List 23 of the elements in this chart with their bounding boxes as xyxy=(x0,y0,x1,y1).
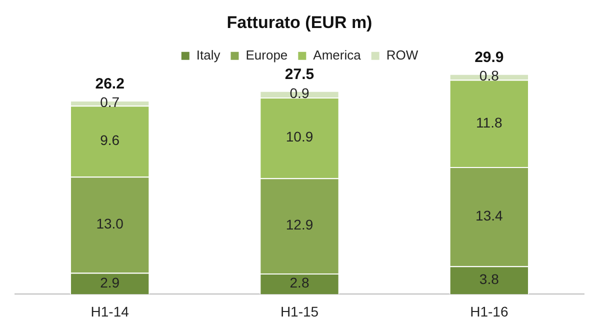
data-label: 13.0 xyxy=(96,216,124,232)
x-tick-label: H1-16 xyxy=(470,303,508,320)
data-label: 0.7 xyxy=(100,94,120,110)
x-tick-label: H1-14 xyxy=(90,303,130,320)
x-tick-label: H1-15 xyxy=(280,303,319,320)
total-label: 29.9 xyxy=(474,49,504,66)
data-label: 13.4 xyxy=(476,207,504,224)
legend-label: America xyxy=(313,47,362,62)
data-label: 2.9 xyxy=(100,274,120,290)
data-label: 11.8 xyxy=(476,114,502,130)
data-label: 0.9 xyxy=(290,85,310,102)
total-label: 26.2 xyxy=(95,76,124,93)
data-label: 3.8 xyxy=(479,271,500,288)
data-label: 0.8 xyxy=(479,68,500,84)
data-label: 2.8 xyxy=(290,274,310,291)
data-label: 12.9 xyxy=(286,216,314,233)
total-label: 27.5 xyxy=(284,66,314,84)
legend-label: Italy xyxy=(196,47,221,62)
data-label: 10.9 xyxy=(286,128,314,145)
chart-title: Fatturato (EUR m) xyxy=(226,12,372,32)
data-label: 9.6 xyxy=(100,132,120,148)
legend-label: ROW xyxy=(386,47,419,62)
legend-label: Europe xyxy=(246,47,288,62)
